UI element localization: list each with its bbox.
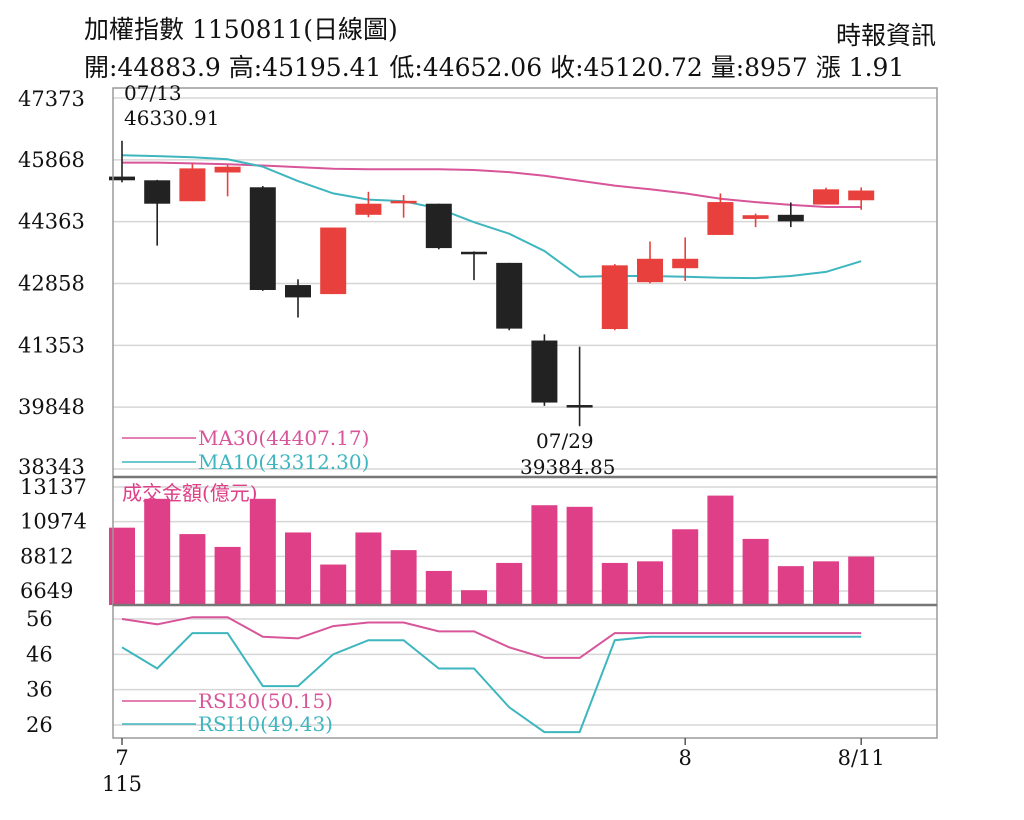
rsi30-legend: RSI30(50.15) [198,689,333,713]
volume-bar [848,556,875,605]
low-date-annotation: 07/29 [536,429,594,453]
rsi-tick-label: 46 [26,642,53,666]
volume-bar [601,562,628,605]
volume-bar [672,529,699,605]
candle-body [320,227,347,295]
ma30-legend: MA30(44407.17) [198,426,369,450]
volume-bar [249,498,276,605]
chart-title: 加權指數 1150811(日線圖) [84,15,398,44]
candle-body [672,258,699,269]
volume-bar [637,561,663,605]
volume-legend: 成交金額(億元) [122,481,258,505]
ma10-legend: MA10(43312.30) [198,450,369,474]
price-tick-label: 44363 [18,210,85,234]
volume-bar [214,546,241,605]
volume-tick-label: 10974 [20,510,87,534]
candle-body [249,187,276,290]
candle-body [742,215,769,219]
high-value-annotation: 46330.91 [124,106,219,130]
candle-body [285,285,311,298]
rsi10-line [121,632,862,734]
volume-bar [285,532,311,605]
volume-tick-label: 8812 [20,544,73,568]
volume-bar [742,538,769,605]
rsi-tick-label: 26 [26,713,53,737]
volume-bar [461,590,487,605]
candle-body [777,214,804,222]
volume-bar [390,550,417,605]
candle-body [109,176,135,181]
rsi-tick-label: 56 [26,607,53,631]
candle-body [707,202,734,235]
price-tick-label: 42858 [18,272,85,296]
volume-bar [179,534,206,605]
high-date-annotation: 07/13 [124,81,182,105]
rsi30-line [121,616,862,659]
price-tick-label: 38343 [18,455,85,479]
volume-tick-label: 6649 [20,579,73,603]
rsi10-legend: RSI10(49.43) [198,712,333,736]
x-tick-label: 8 [679,746,692,770]
candle-body [637,258,663,283]
source-label: 時報資訊 [835,21,936,50]
candle-body [601,265,628,330]
x-year-label: 115 [102,772,142,796]
candle-body [813,189,839,205]
volume-bar [355,532,382,605]
candle-body [144,180,171,204]
candle-body [214,166,241,173]
candle-body [425,203,452,249]
candle-body [179,168,206,202]
x-tick-label: 7 [115,746,128,770]
volume-bar [320,564,347,605]
volume-bar [425,570,452,605]
price-tick-label: 41353 [18,333,85,357]
volume-bar [777,566,804,605]
candle-body [461,251,487,255]
x-tick-label: 8/11 [838,746,885,770]
volume-tick-label: 13137 [20,475,87,499]
candle-body [566,405,593,408]
candle-body [390,200,417,204]
volume-bar [496,562,523,605]
chart-frame [112,87,938,739]
price-tick-label: 39848 [18,395,85,419]
ma30-line [122,161,862,208]
candle-body [848,190,875,201]
candle-body [355,203,382,215]
price-tick-label: 45868 [18,148,85,172]
volume-bar [566,506,593,605]
low-value-annotation: 39384.85 [520,455,615,479]
ohlc-summary: 開:44883.9 高:45195.41 低:44652.06 收:45120.… [84,53,905,82]
ma10-line [121,154,862,280]
volume-bar [813,561,839,605]
volume-bar [707,495,734,605]
volume-bar [144,498,171,605]
rsi-tick-label: 36 [26,678,53,702]
candle-body [531,340,558,403]
price-tick-label: 47373 [18,87,85,111]
candle-body [496,262,523,329]
volume-bar [531,505,558,605]
